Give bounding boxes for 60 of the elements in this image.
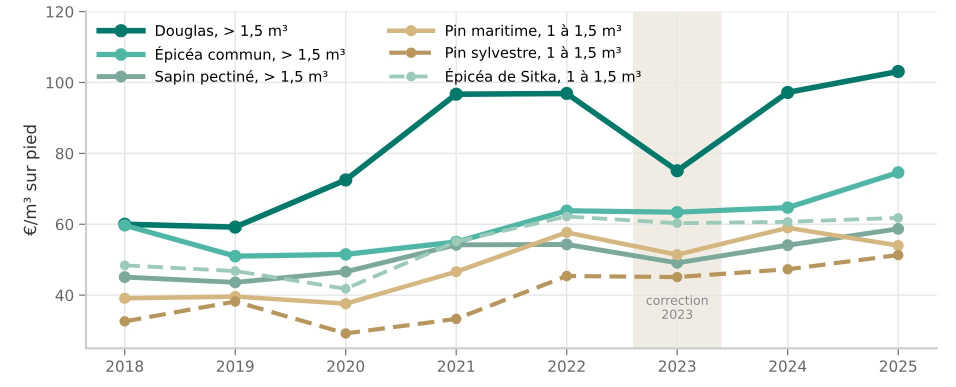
point xyxy=(118,271,131,283)
point xyxy=(782,216,793,227)
point xyxy=(560,86,574,100)
x-tick-label: 2019 xyxy=(216,360,254,372)
point xyxy=(892,240,904,252)
band-label: correction 2023 xyxy=(646,295,708,319)
point xyxy=(670,164,684,178)
point xyxy=(339,173,352,187)
point xyxy=(340,266,352,278)
point xyxy=(672,249,683,260)
point xyxy=(782,264,793,274)
point xyxy=(672,218,682,228)
point xyxy=(562,212,572,222)
y-tick-label: 60 xyxy=(56,218,74,230)
point xyxy=(560,238,573,250)
y-tick-label: 100 xyxy=(46,76,74,89)
point xyxy=(562,270,572,282)
x-tick-label: 2024 xyxy=(769,360,806,372)
legend-label: Douglas, > 1,5 m³ xyxy=(156,24,288,39)
point xyxy=(450,266,462,278)
legend-label: Épicéa de Sitka, 1 à 1,5 m³ xyxy=(446,68,641,85)
point xyxy=(340,298,352,310)
point xyxy=(893,213,904,223)
point xyxy=(119,292,130,304)
point xyxy=(229,276,242,288)
point xyxy=(339,248,352,261)
point xyxy=(892,64,905,78)
point xyxy=(782,239,794,252)
point xyxy=(230,296,240,307)
point xyxy=(670,206,684,218)
legend-label: Pin sylvestre, 1 à 1,5 m³ xyxy=(446,46,621,61)
x-tick-label: 2021 xyxy=(438,360,474,372)
point xyxy=(451,314,462,324)
point xyxy=(781,201,794,214)
y-tick-label: 40 xyxy=(56,290,74,302)
x-tick-label: 2018 xyxy=(106,360,144,372)
x-tick-label: 2022 xyxy=(548,360,585,372)
legend-label: Sapin pectiné, > 1,5 m³ xyxy=(156,70,328,85)
point xyxy=(228,250,242,262)
point xyxy=(561,226,572,238)
point xyxy=(892,250,904,260)
x-tick-label: 2025 xyxy=(880,360,916,372)
x-tick-label: 2020 xyxy=(327,360,364,372)
point xyxy=(450,88,463,101)
point xyxy=(892,166,904,179)
point xyxy=(120,260,130,270)
y-axis-title: €/m³ sur pied xyxy=(23,126,40,236)
point xyxy=(230,266,240,276)
legend-label: Pin maritime, 1 à 1,5 m³ xyxy=(446,24,622,38)
point xyxy=(340,284,351,294)
point xyxy=(781,86,794,100)
point xyxy=(892,222,904,235)
point xyxy=(672,272,682,282)
point xyxy=(340,328,351,339)
y-tick-label: 80 xyxy=(56,148,74,160)
y-tick-label: 120 xyxy=(46,6,74,18)
point xyxy=(228,220,242,234)
legend-label: Épicéa commun, > 1,5 m³ xyxy=(156,46,345,63)
point xyxy=(120,316,130,327)
x-tick-label: 2023 xyxy=(658,360,696,372)
